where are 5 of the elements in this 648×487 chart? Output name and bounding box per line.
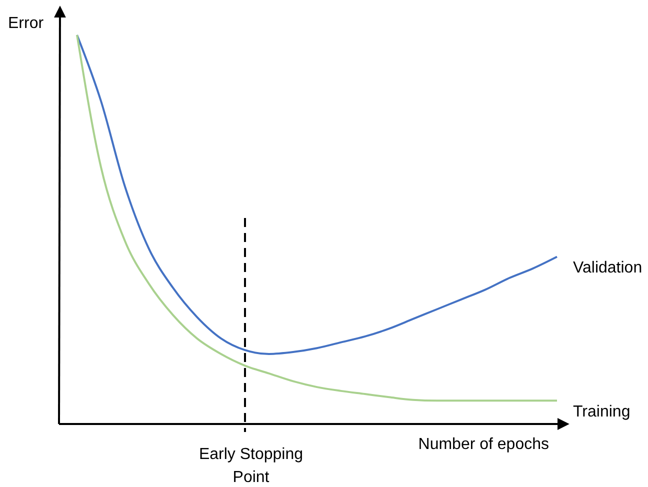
y-axis-title: Error bbox=[8, 15, 44, 32]
series-label: Training bbox=[573, 404, 630, 421]
text: Early Stopping Point bbox=[198, 446, 304, 486]
series-label: Validation bbox=[573, 260, 642, 277]
x-axis-title: Number of epochs bbox=[418, 436, 549, 453]
